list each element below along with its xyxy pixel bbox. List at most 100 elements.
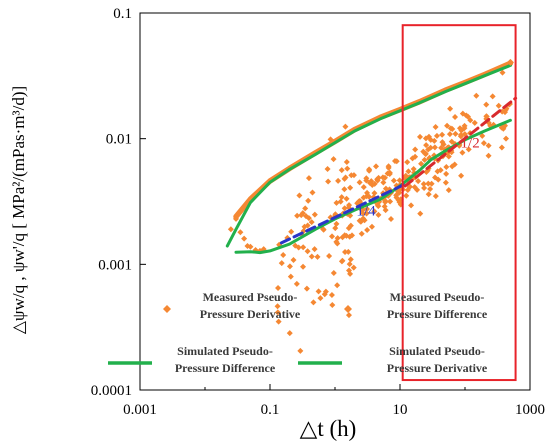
measured-derivative-point [342,123,349,130]
measured-derivative-point [346,233,353,240]
measured-derivative-point [345,312,352,319]
measured-derivative-point [347,256,354,263]
measured-derivative-point [444,122,451,129]
measured-derivative-point [347,222,354,229]
measured-derivative-point [315,288,322,295]
measured-derivative-point [332,225,339,232]
measured-derivative-point [275,318,282,325]
measured-derivative-point [292,242,299,249]
measured-derivative-point [333,220,340,227]
legend-entry: Simulated Pseudo- Pressure Difference [108,344,276,375]
measured-derivative-point [350,264,357,271]
measured-derivative-point [308,253,315,260]
measured-derivative-point [465,146,472,153]
measured-derivative-point [343,159,350,166]
measured-derivative-point [355,198,362,205]
measured-derivative-point [296,192,303,199]
measured-derivative-point [471,119,478,126]
y-axis-label: △ψw/q , ψw'/q [ MPa²/(mPas·m³/d)] [9,86,28,334]
legend-label-line1: Simulated Pseudo- [389,344,485,358]
measured-derivative-point [350,172,357,179]
measured-derivative-point [274,309,281,316]
measured-derivative-point [321,291,328,298]
measured-derivative-point [432,193,439,200]
measured-derivative-point [334,282,341,289]
measured-derivative-point [439,131,446,138]
measured-derivative-point [328,233,335,240]
measured-derivative-point [410,165,417,172]
measured-derivative-point [311,211,318,218]
measured-derivative-point [227,226,234,233]
measured-derivative-point [294,212,301,219]
measured-derivative-point [449,125,456,132]
measured-derivative-point [274,303,281,310]
measured-derivative-point [489,93,496,100]
measured-derivative-point [425,180,432,187]
measured-derivative-point [366,193,373,200]
measured-derivative-point [427,185,434,192]
measured-derivative-point [363,175,370,182]
measured-derivative-point [320,226,327,233]
measured-derivative-point [338,167,345,174]
measured-derivative-point [381,203,388,210]
measured-derivative-point [286,330,293,337]
measured-derivative-point [417,133,424,140]
measured-derivative-point [343,195,350,202]
measured-derivative-point [433,132,440,139]
measured-derivative-point [498,144,505,151]
measured-derivative-point [388,215,395,222]
measured-derivative-point [396,177,403,184]
measured-derivative-point [356,217,363,224]
measured-derivative-point [404,159,411,166]
measured-derivative-point [363,205,370,212]
legend-label-line2: Pressure Derivative [387,361,488,375]
measured-derivative-point [473,92,480,99]
measured-derivative-point [457,133,464,140]
simulated-difference-line [225,63,512,248]
measured-derivative-point [334,235,341,242]
measured-derivative-point [437,167,444,174]
measured-derivative-point [381,174,388,181]
measured-derivative-point [368,178,375,185]
measured-derivative-point [366,167,373,174]
measured-derivative-point [280,252,287,259]
measured-derivative-point [495,102,502,109]
measured-derivative-point [361,217,368,224]
measured-derivative-point [385,164,392,171]
series-lines [225,58,514,255]
measured-derivative-point [375,211,382,218]
legend: Measured Pseudo-Pressure DerivativeMeasu… [108,290,488,375]
measured-derivative-point [458,127,465,134]
measured-derivative-point [485,142,492,149]
measured-derivative-point [420,181,427,188]
measured-derivative-point [421,156,428,163]
measured-derivative-point [305,215,312,222]
measured-derivative-point [247,243,254,250]
measured-derivative-point [446,131,453,138]
measured-derivative-point [393,158,400,165]
measured-difference-point [506,58,514,66]
measured-derivative-point [241,235,248,242]
legend-label-line2: Pressure Derivative [200,307,301,321]
measured-derivative-point [452,130,459,137]
measured-derivative-point [325,178,332,185]
measured-derivative-point [459,149,466,156]
measured-derivative-point [459,110,466,117]
measured-derivative-point [363,210,370,217]
x-tick-label: 0.001 [123,402,157,418]
measured-derivative-point [305,197,312,204]
legend-marker-diamond [163,305,171,313]
measured-derivative-point [341,186,348,193]
measured-derivative-point [308,219,315,226]
measured-derivative-point [330,270,337,277]
measured-derivative-point [329,301,336,308]
measured-derivative-point [341,205,348,212]
measured-derivative-point [485,152,492,159]
measured-derivative-point [390,177,397,184]
measured-derivative-point [290,257,297,264]
measured-derivative-point [356,179,363,186]
measured-derivative-point [314,253,321,260]
measured-derivative-point [298,212,305,219]
y-tick-label: 0.001 [98,257,132,273]
measured-derivative-point [300,263,307,270]
